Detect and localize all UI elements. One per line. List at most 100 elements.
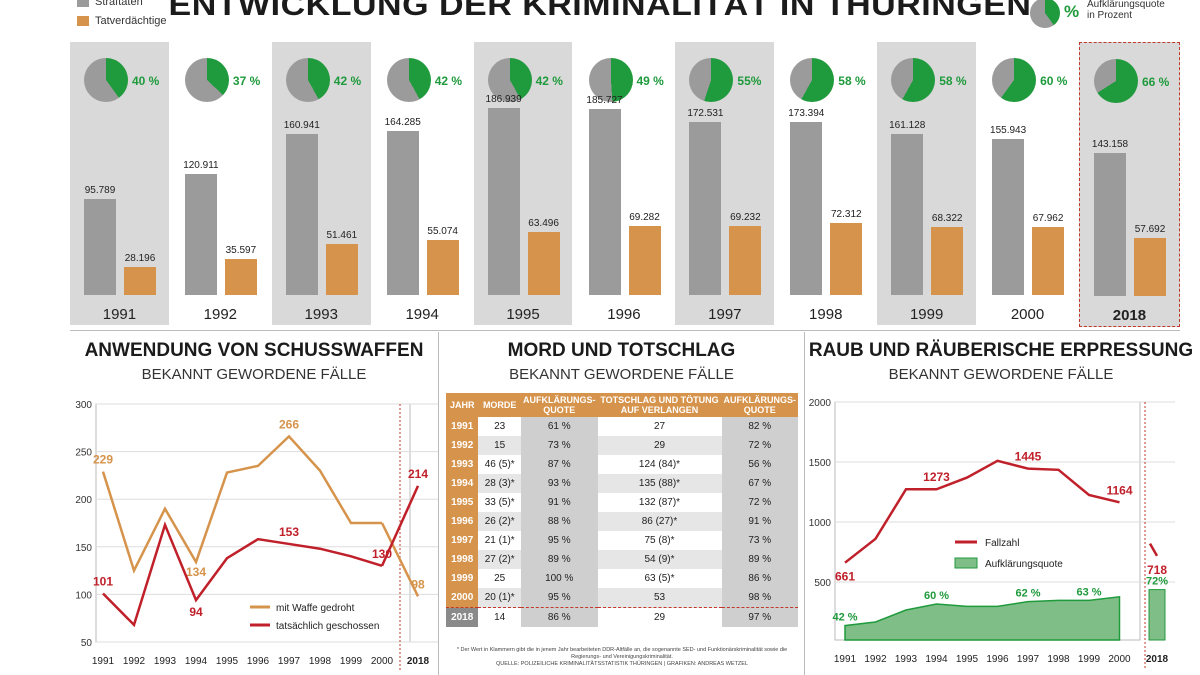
x-tick-label: 1994 bbox=[925, 654, 948, 665]
bar-value-label: 28.196 bbox=[124, 252, 156, 264]
table-cell: 100 % bbox=[521, 569, 598, 588]
x-tick-label: 1992 bbox=[864, 654, 887, 665]
y-tick-label: 1000 bbox=[809, 518, 832, 529]
table-cell: 54 (9)* bbox=[597, 550, 722, 569]
table-cell: 87 % bbox=[521, 455, 598, 474]
data-label: 130 bbox=[372, 547, 392, 561]
bar-value-label: 95.789 bbox=[84, 185, 116, 197]
legend-label: tatsächlich geschossen bbox=[276, 621, 379, 632]
data-label: 214 bbox=[408, 467, 428, 481]
bar-value-label: 186.939 bbox=[485, 94, 522, 106]
year-column-1991: 40 % 95.789 28.196 1991 bbox=[70, 42, 169, 325]
table-cell: 1991 bbox=[446, 417, 479, 436]
table-header: MORDE bbox=[478, 393, 521, 417]
year-label: 1994 bbox=[405, 306, 439, 323]
table-cell: 27 bbox=[653, 421, 666, 432]
table-cell: 97 % bbox=[721, 607, 798, 627]
table-row: 1999 25 100 % 63 (5)* 86 % bbox=[446, 569, 798, 588]
bar-tatverdaechtige bbox=[931, 226, 964, 295]
legend-quote-text: Aufklärungsquote in Prozent bbox=[1087, 0, 1165, 21]
table-header: TOTSCHLAG UND TÖTUNG AUF VERLANGEN bbox=[597, 393, 722, 417]
quote-pie bbox=[790, 58, 835, 102]
legend-straftaten: Straftaten bbox=[77, 0, 143, 8]
data-label: 101 bbox=[93, 574, 113, 588]
table-cell: 1996 bbox=[446, 512, 479, 531]
bar-tatverdaechtige bbox=[224, 259, 257, 295]
table-row: 1995 33 (5)* 91 % 132 (87)* 72 % bbox=[446, 493, 798, 512]
year-label: 1999 bbox=[909, 306, 944, 323]
table-row: 1997 21 (1)* 95 % 75 (8)* 73 % bbox=[446, 531, 798, 550]
quote-pie bbox=[487, 58, 532, 102]
fallzahl-2018-segment bbox=[1148, 542, 1159, 557]
table-cell: 2018 bbox=[446, 607, 479, 627]
data-label: 718 bbox=[1147, 563, 1167, 577]
x-tick-label: 2000 bbox=[1108, 654, 1131, 665]
table-cell: 86 % bbox=[521, 607, 598, 627]
bar-tatverdaechtige bbox=[628, 225, 661, 295]
table-cell: 29 bbox=[597, 436, 722, 455]
bar-value-label: 69.232 bbox=[730, 211, 761, 223]
table-cell: 1997 bbox=[446, 531, 479, 550]
legend-quote-line1: Aufklärungsquote bbox=[1087, 0, 1165, 10]
raub-line-chart: 2000 1500 1000 500 1991 1992 1993 1994 1995 1996 1… bbox=[809, 398, 1175, 670]
bar-straftaten bbox=[184, 174, 217, 295]
column-divider-left bbox=[438, 332, 439, 675]
bar-straftaten bbox=[790, 121, 823, 295]
table-cell: 26 (2)* bbox=[478, 512, 521, 531]
data-label: 1164 bbox=[1106, 483, 1132, 497]
table-cell: 1999 bbox=[446, 569, 479, 588]
quote-label: 42 % bbox=[333, 74, 362, 88]
x-tick-label: 1998 bbox=[309, 656, 332, 667]
bar-value-label: 185.727 bbox=[586, 95, 623, 107]
quote-pie bbox=[386, 58, 431, 102]
year-label: 1996 bbox=[607, 306, 641, 323]
table-cell: 27 (2)* bbox=[478, 550, 521, 569]
table-row: 1993 46 (5)* 87 % 124 (84)* 56 % bbox=[446, 455, 798, 474]
x-tick-label: 1995 bbox=[956, 654, 979, 665]
quote-label: 49 % bbox=[636, 74, 664, 88]
quote-area bbox=[844, 595, 1121, 641]
data-label: 98 bbox=[411, 577, 425, 591]
bar-tatverdaechtige bbox=[729, 225, 762, 295]
data-label: 94 bbox=[189, 605, 203, 619]
data-label: 1445 bbox=[1015, 450, 1042, 464]
x-tick-label: 1991 bbox=[834, 654, 857, 665]
table-cell: 61 % bbox=[521, 417, 598, 436]
x-tick-label: 2000 bbox=[371, 656, 394, 667]
year-label: 1991 bbox=[102, 306, 137, 323]
table-cell: 75 (8)* bbox=[644, 535, 675, 546]
bar-value-label: 55.074 bbox=[427, 225, 458, 237]
quote-label: 58 % bbox=[838, 74, 866, 88]
bar-straftaten bbox=[285, 134, 318, 295]
year-column-2000: 60 % 155.943 67.962 2000 bbox=[978, 42, 1077, 325]
table-cell: 21 (1)* bbox=[484, 535, 515, 546]
mord-subtitle: BEKANNT GEWORDENE FÄLLE bbox=[509, 366, 734, 383]
y-tick-label: 250 bbox=[75, 448, 92, 459]
table-row: 2000 20 (1)* 95 % 53 98 % bbox=[446, 588, 798, 608]
table-cell: 91 % bbox=[521, 493, 598, 512]
schusswaffen-title: ANWENDUNG VON SCHUSSWAFFEN bbox=[84, 340, 424, 361]
y-tick-label: 150 bbox=[75, 543, 92, 554]
table-cell: 82 % bbox=[721, 417, 798, 436]
table-cell: 33 (5)* bbox=[484, 497, 515, 508]
year-column-1996: 49 % 185.727 69.282 1996 bbox=[575, 42, 674, 325]
year-column-2018: 66 % 143.158 57.692 2018 bbox=[1079, 42, 1180, 327]
legend-label: Fallzahl bbox=[985, 538, 1019, 549]
table-cell: 1993 bbox=[446, 455, 479, 474]
data-label: 63 % bbox=[1076, 586, 1101, 598]
x-tick-label: 1999 bbox=[340, 656, 363, 667]
raub-title: RAUB UND RÄUBERISCHE ERPRESSUNG bbox=[808, 340, 1194, 361]
y-tick-label: 300 bbox=[75, 400, 92, 411]
x-tick-label: 1996 bbox=[986, 654, 1009, 665]
quote-label: 37 % bbox=[232, 74, 261, 88]
legend-tatverdaechtige: Tatverdächtige bbox=[77, 15, 167, 27]
table-header: AUFKLÄRUNGS-QUOTE bbox=[721, 393, 798, 417]
bar-value-label: 63.496 bbox=[528, 217, 559, 229]
year-label: 1998 bbox=[809, 306, 843, 323]
data-label: 266 bbox=[279, 417, 299, 431]
legend-label: mit Waffe gedroht bbox=[276, 603, 355, 614]
legend-swatch bbox=[954, 557, 978, 569]
bar-straftaten bbox=[487, 108, 520, 295]
legend-gray-swatch bbox=[77, 0, 89, 8]
year-label: 1993 bbox=[304, 306, 338, 323]
